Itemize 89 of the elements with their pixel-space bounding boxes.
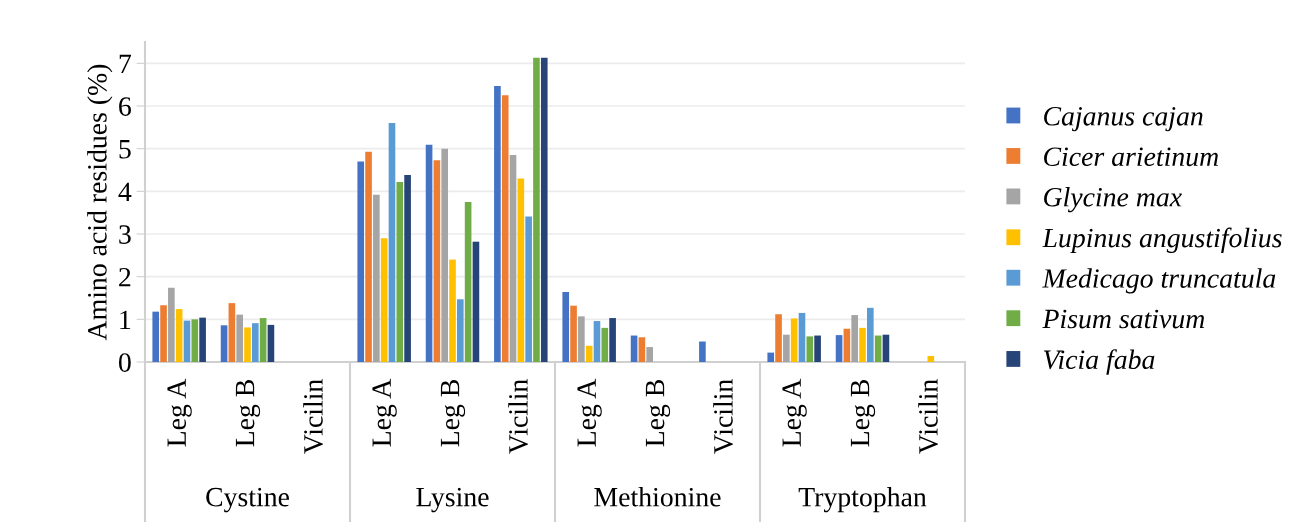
bar <box>835 335 843 362</box>
bar <box>927 356 935 362</box>
bar <box>456 299 464 362</box>
bar <box>601 327 609 362</box>
legend-label: Cajanus cajan <box>1044 106 1203 132</box>
x-tick-label: Vicilin <box>918 379 938 454</box>
bar <box>562 292 570 362</box>
bar <box>699 341 706 362</box>
text: Methionine <box>594 487 721 507</box>
x-tick-label: Leg A <box>167 378 192 447</box>
bar <box>404 175 411 362</box>
bar <box>517 178 525 362</box>
bar <box>775 314 782 362</box>
bar <box>228 303 236 362</box>
y-tick-label: 4 <box>118 182 132 201</box>
bar <box>160 305 167 362</box>
y-tick-label: 2 <box>119 267 131 287</box>
bar <box>168 287 175 362</box>
bar <box>851 315 859 362</box>
bar <box>380 238 388 362</box>
bar <box>472 241 480 362</box>
y-tick-label: 5 <box>119 140 131 159</box>
bar <box>251 323 259 362</box>
y-tick-label: 3 <box>119 225 131 244</box>
x-tick-label: Leg A <box>372 378 397 447</box>
bar <box>425 144 433 362</box>
bar <box>396 181 404 362</box>
x-tick-label: Leg A <box>577 378 602 447</box>
bar <box>767 352 775 362</box>
bar <box>365 151 372 362</box>
bar <box>806 336 814 362</box>
bar <box>638 337 646 362</box>
y-tick-label: 7 <box>119 54 132 73</box>
bar <box>843 328 851 362</box>
x-tick-label: Leg A <box>782 378 807 447</box>
bar <box>464 202 472 362</box>
bar <box>609 318 616 362</box>
x-tick-label: Leg B <box>645 380 671 447</box>
text: Lysine <box>416 487 489 513</box>
bar <box>646 347 654 362</box>
bar <box>259 318 267 362</box>
legend-label: Pisum sativum <box>1042 309 1205 329</box>
x-tick-label: Vicilin <box>508 379 528 454</box>
bar <box>220 325 228 362</box>
y-axis-title: Amino acid residues (%) <box>87 64 113 341</box>
x-tick-label: Leg B <box>440 380 466 447</box>
bar <box>373 194 380 362</box>
bar <box>441 148 449 362</box>
bar <box>783 334 790 362</box>
legend-label: Glycine max <box>1044 187 1182 213</box>
bar <box>494 85 501 362</box>
bar <box>501 95 509 362</box>
x-tick-label: Vicilin <box>303 379 323 454</box>
bar <box>152 311 160 362</box>
bar <box>882 334 890 362</box>
bar <box>533 57 540 362</box>
legend-label: Vicia faba <box>1043 349 1155 375</box>
bar <box>388 123 396 362</box>
x-tick-label: Vicilin <box>713 379 733 454</box>
y-tick-label: 1 <box>120 310 131 329</box>
bar <box>236 314 244 362</box>
bar <box>578 316 585 362</box>
bar <box>267 324 275 362</box>
bar <box>509 155 517 362</box>
bar <box>199 317 206 362</box>
x-tick-label: Leg B <box>850 380 876 447</box>
bar <box>525 216 532 362</box>
bar <box>357 161 365 362</box>
legend-label: Lupinus angustifolius <box>1042 227 1282 254</box>
x-tick-label: Leg B <box>235 380 261 447</box>
bar <box>540 57 548 362</box>
text: Cystine <box>206 487 289 513</box>
legend-label: Medicago truncatula <box>1042 268 1276 294</box>
bar <box>433 160 441 362</box>
text: Tryptophan <box>798 486 927 513</box>
y-tick-label: 0 <box>118 353 131 372</box>
bar <box>244 327 251 362</box>
bar <box>798 312 806 362</box>
bar <box>175 309 183 362</box>
legend-label: Cicer arietinum <box>1044 147 1219 167</box>
bar <box>593 321 601 362</box>
bar <box>866 307 874 362</box>
bar <box>790 318 798 362</box>
bar <box>570 305 577 362</box>
bar <box>191 319 199 362</box>
bar <box>814 335 821 362</box>
bar <box>859 327 866 362</box>
bar <box>449 259 456 362</box>
y-tick-label: 6 <box>119 97 131 116</box>
